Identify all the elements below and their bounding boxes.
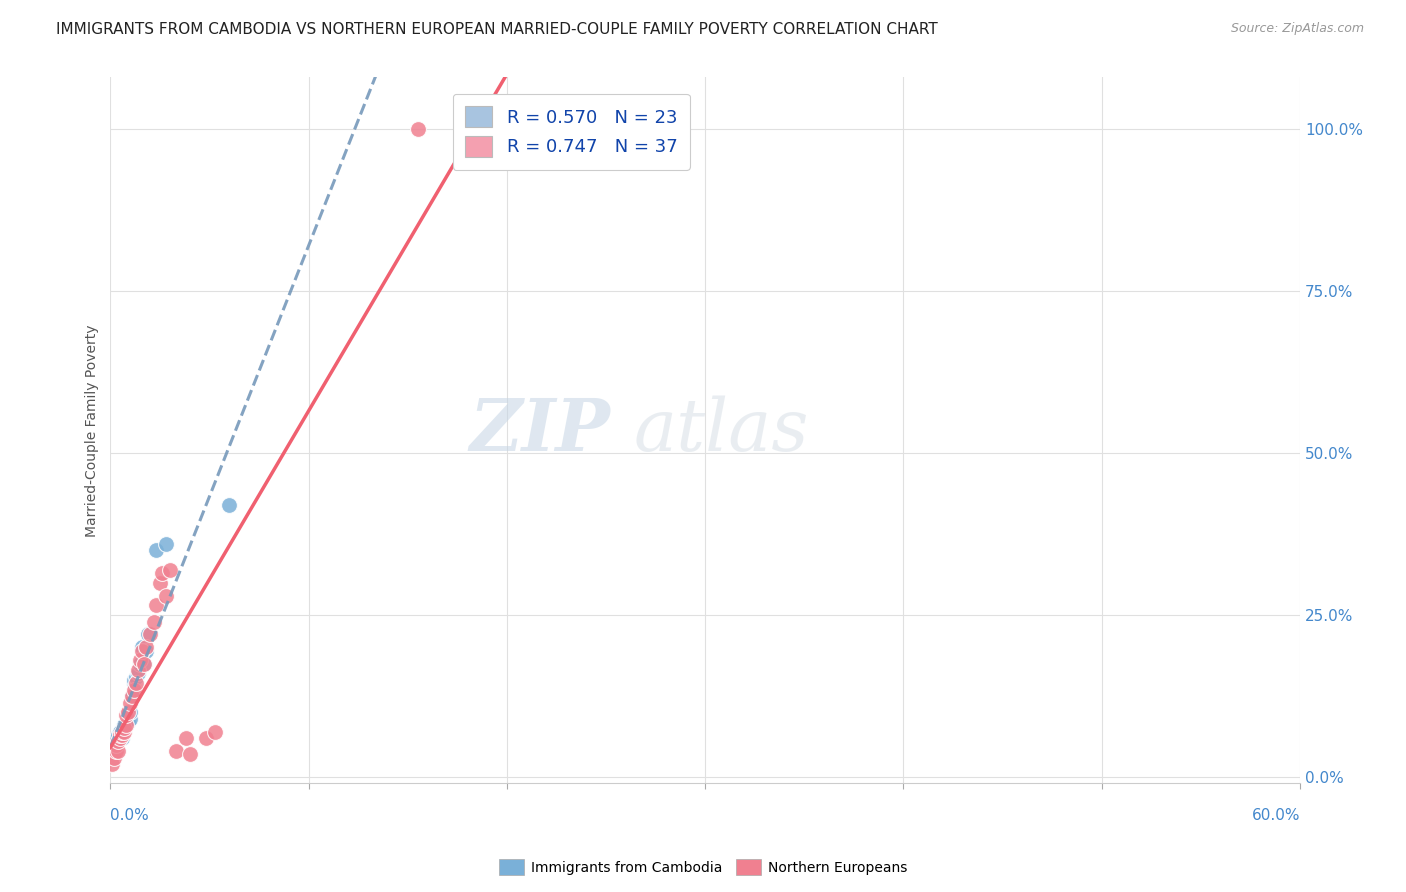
Text: atlas: atlas [634, 395, 810, 466]
Point [107, 734, 129, 748]
Point [111, 728, 134, 742]
Point [174, 731, 197, 746]
Point [112, 722, 135, 736]
Point [101, 757, 124, 772]
Point [194, 731, 217, 746]
Point [122, 676, 145, 690]
Text: Source: ZipAtlas.com: Source: ZipAtlas.com [1230, 22, 1364, 36]
Point [115, 708, 138, 723]
Point [129, 653, 152, 667]
Point [122, 682, 145, 697]
Point [131, 643, 153, 657]
Point [111, 724, 134, 739]
Point [110, 724, 132, 739]
Text: IMMIGRANTS FROM CAMBODIA VS NORTHERN EUROPEAN MARRIED-COUPLE FAMILY POVERTY CORR: IMMIGRANTS FROM CAMBODIA VS NORTHERN EUR… [56, 22, 938, 37]
Point [145, 543, 167, 558]
Point [134, 657, 156, 671]
Point [125, 670, 148, 684]
Point [112, 718, 135, 732]
Point [179, 747, 201, 762]
Point [125, 676, 148, 690]
Point [117, 714, 139, 729]
Point [103, 734, 125, 748]
Point [135, 640, 157, 655]
Point [112, 722, 135, 736]
Point [111, 731, 134, 746]
Point [107, 744, 129, 758]
Point [112, 724, 135, 739]
Point [107, 728, 129, 742]
Point [115, 718, 138, 732]
Point [115, 718, 138, 732]
Point [129, 657, 152, 671]
Text: 60.0%: 60.0% [1251, 808, 1301, 823]
Point [105, 738, 128, 752]
Legend: R = 0.570   N = 23, R = 0.747   N = 37: R = 0.570 N = 23, R = 0.747 N = 37 [453, 94, 690, 169]
Point [406, 122, 429, 136]
Point [121, 689, 143, 703]
Point [127, 666, 149, 681]
Point [122, 673, 145, 687]
Point [131, 640, 153, 655]
Text: ZIP: ZIP [470, 395, 610, 466]
Point [103, 750, 125, 764]
Point [139, 627, 162, 641]
Point [136, 627, 159, 641]
Text: 0.0%: 0.0% [111, 808, 149, 823]
Point [145, 599, 167, 613]
Point [135, 643, 157, 657]
Point [105, 744, 128, 758]
Point [120, 696, 142, 710]
Legend: Immigrants from Cambodia, Northern Europeans: Immigrants from Cambodia, Northern Europ… [494, 854, 912, 880]
Point [149, 575, 172, 590]
Point [204, 724, 226, 739]
Y-axis label: Married-Couple Family Poverty: Married-Couple Family Poverty [86, 324, 100, 537]
Point [117, 705, 139, 719]
Point [155, 537, 177, 551]
Point [218, 498, 240, 512]
Point [127, 663, 149, 677]
Point [110, 731, 132, 746]
Point [155, 589, 177, 603]
Point [134, 657, 156, 671]
Point [121, 689, 143, 703]
Point [150, 566, 173, 580]
Point [159, 563, 181, 577]
Point [165, 744, 187, 758]
Point [110, 728, 132, 742]
Point [143, 615, 166, 629]
Point [120, 712, 142, 726]
Point [120, 705, 142, 719]
